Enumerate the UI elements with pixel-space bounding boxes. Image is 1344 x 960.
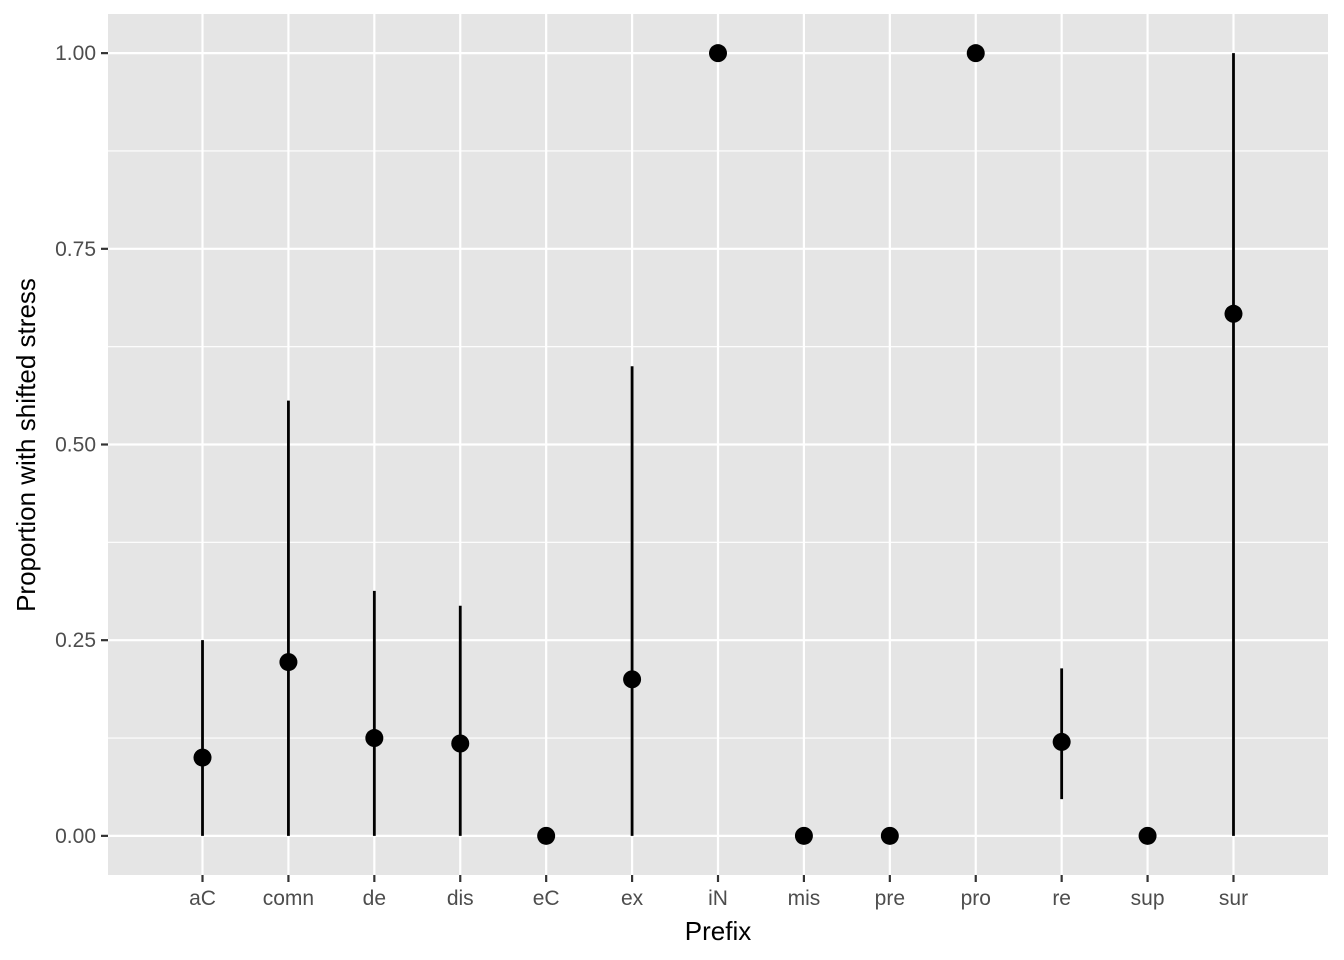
x-axis-title: Prefix	[685, 916, 751, 946]
y-axis-title: Proportion with shifted stress	[11, 278, 41, 612]
data-point	[709, 44, 727, 63]
x-tick-label: aC	[189, 887, 216, 910]
y-tick-label: 0.25	[55, 629, 96, 652]
data-point	[794, 826, 813, 845]
data-point	[1138, 826, 1157, 845]
x-tick-label: re	[1052, 887, 1071, 910]
data-point	[966, 44, 985, 63]
x-tick-label: pro	[961, 887, 991, 910]
x-tick-label: eC	[533, 887, 560, 910]
x-tick-label: pre	[875, 887, 905, 910]
y-tick-label: 0.00	[55, 825, 96, 848]
data-point	[880, 826, 899, 845]
x-tick-label: de	[363, 887, 386, 910]
data-point	[365, 729, 384, 748]
data-point	[451, 734, 470, 753]
x-tick-label: sup	[1131, 887, 1165, 910]
data-point	[623, 670, 642, 689]
data-point	[1052, 732, 1071, 751]
x-tick-label: ex	[621, 887, 644, 910]
data-point	[1224, 304, 1243, 323]
x-tick-label: mis	[788, 887, 821, 910]
data-point	[279, 653, 298, 672]
data-point	[537, 826, 556, 845]
data-point	[193, 748, 212, 767]
y-tick-label: 0.75	[55, 238, 96, 261]
x-tick-label: dis	[447, 887, 474, 910]
y-tick-label: 1.00	[55, 42, 96, 65]
x-tick-label: sur	[1219, 887, 1248, 910]
x-tick-label: comn	[263, 887, 314, 910]
x-axis-ticks: aC comn de dis eC ex iN mis pre pro re sup sur	[189, 875, 1248, 910]
x-tick-label: iN	[708, 887, 728, 910]
data-points	[193, 44, 1243, 845]
y-tick-label: 0.50	[55, 434, 96, 457]
y-axis-ticks: 0.00 0.25 0.50 0.75 1.00	[55, 42, 108, 848]
